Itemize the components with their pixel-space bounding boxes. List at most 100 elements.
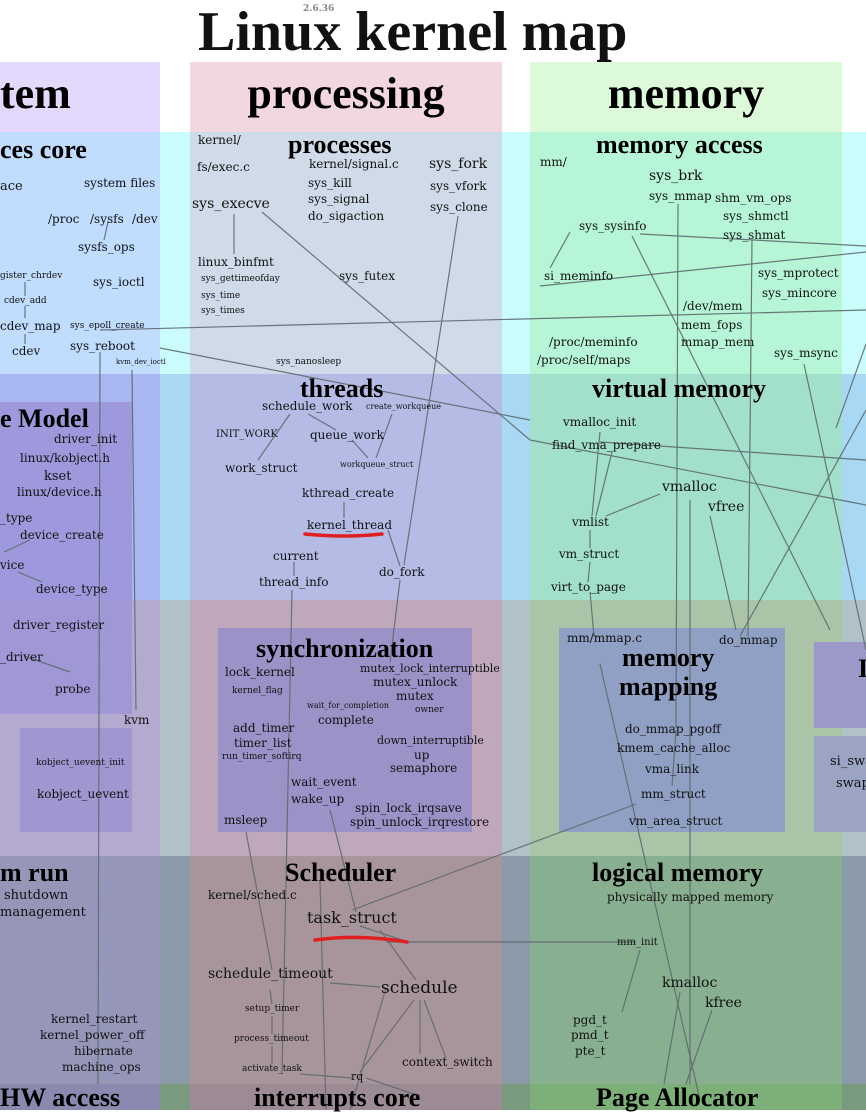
node-sys-fork: sys_fork	[429, 156, 488, 172]
node-sys-shmctl: sys_shmctl	[723, 209, 789, 223]
node-msleep: msleep	[224, 813, 268, 827]
edge	[159, 347, 531, 421]
node-probe: probe	[55, 682, 91, 696]
node-pgd-t: pgd_t	[573, 1013, 607, 1027]
node-sys-mprotect: sys_mprotect	[758, 266, 839, 280]
node-do-fork: do_fork	[379, 565, 425, 579]
section-system-run: m run	[0, 858, 69, 887]
section-memory-access: memory access	[596, 130, 763, 159]
node-proc: /proc	[48, 212, 80, 226]
node-lock-kernel: lock_kernel	[225, 665, 295, 679]
edge	[595, 451, 613, 517]
node-sys-clone: sys_clone	[430, 200, 488, 214]
node-sys-sysinfo: sys_sysinfo	[579, 219, 647, 233]
edge	[329, 809, 357, 913]
node-do-mmap: do_mmap	[719, 633, 778, 647]
node-wait-for-completion: wait_for_completion	[307, 701, 390, 710]
section-logical-memory: logical memory	[592, 858, 764, 887]
edge	[99, 309, 866, 331]
section-hw-access: HW access	[0, 1083, 121, 1112]
node-proc-meminfo: /proc/meminfo	[549, 335, 638, 349]
node-kernel-signal-c: kernel/signal.c	[309, 157, 399, 171]
version-label: 2.6.36	[303, 4, 335, 14]
node-timer-list: timer_list	[234, 736, 292, 750]
right-box-1	[814, 642, 866, 728]
edge	[319, 879, 327, 1110]
node-wake-up: wake_up	[291, 792, 345, 806]
node-linux-device-h: linux/device.h	[17, 485, 102, 499]
edge	[529, 439, 866, 506]
edge	[685, 1009, 713, 1085]
edge	[97, 351, 101, 1085]
edge	[605, 493, 661, 517]
node-sys-mincore: sys_mincore	[762, 286, 837, 300]
node-sys-futex: sys_futex	[339, 269, 395, 283]
cell-threads	[190, 374, 502, 600]
section-devices-core: ces core	[0, 135, 87, 164]
kobject-uevent-box	[20, 728, 132, 832]
node-shutdown: shutdown	[4, 888, 69, 903]
node-sys-times: sys_times	[201, 306, 245, 316]
red-underline-kernel-thread	[303, 532, 384, 538]
section-processes: processes	[288, 130, 392, 159]
node-sys-mmap: sys_mmap	[649, 189, 712, 203]
node-kobject-uevent: kobject_uevent	[37, 787, 129, 801]
cell-hw-access	[0, 1084, 160, 1110]
edge	[599, 663, 701, 1101]
node-semaphore: semaphore	[390, 761, 458, 775]
node-sys-shmat: sys_shmat	[723, 228, 786, 242]
device-model-box	[0, 402, 132, 714]
edge	[375, 413, 393, 459]
node-complete: complete	[318, 713, 374, 727]
section-right-box-1: I	[858, 654, 866, 683]
edge	[549, 231, 571, 269]
edge	[349, 987, 387, 1110]
node-vm-struct: vm_struct	[559, 547, 620, 561]
node-kvm: kvm	[124, 713, 150, 727]
node-sys-kill: sys_kill	[308, 176, 352, 190]
node-rq: rq	[351, 1070, 364, 1083]
cell-devices-core	[0, 132, 160, 374]
edge	[281, 589, 293, 1075]
node-kfree: kfree	[705, 995, 742, 1011]
column-header-bg-system	[0, 62, 160, 132]
node-add-timer: add_timer	[233, 721, 295, 735]
node-schedule-work: schedule_work	[262, 399, 353, 413]
node-pte-t: pte_t	[575, 1044, 606, 1058]
section-memory-mapping-line1: memory	[622, 643, 715, 672]
node-cdev-add: cdev_add	[4, 296, 47, 306]
edge	[587, 561, 591, 583]
right-box-2-label-a: si_swa	[830, 754, 866, 769]
edge	[3, 539, 31, 553]
node-vma-link: vma_link	[645, 762, 699, 776]
section-synchronization: synchronization	[256, 634, 434, 663]
edge	[387, 529, 401, 567]
right-box-2	[814, 736, 866, 832]
cell-memory-access	[530, 132, 842, 374]
node-kernel-power-off: kernel_power_off	[40, 1028, 145, 1042]
node-mm-dir: mm/	[540, 155, 567, 169]
column-header-bg-memory	[530, 62, 842, 132]
edge	[351, 439, 369, 459]
node-workqueue-struct: workqueue_struct	[340, 460, 414, 469]
node-task-struct: task_struct	[307, 908, 397, 927]
node-sys-brk: sys_brk	[649, 168, 703, 184]
edge	[23, 655, 71, 673]
section-page-allocator: Page Allocator	[596, 1083, 759, 1112]
node-process-timeout: process_timeout	[234, 1034, 309, 1044]
node-mutex: mutex	[396, 689, 434, 703]
node-wait-event: wait_event	[291, 775, 357, 789]
edge	[257, 413, 291, 461]
node-sysfs-ops: sysfs_ops	[78, 240, 135, 254]
node-vice: vice	[0, 558, 25, 572]
page-title: Linux kernel map	[198, 1, 628, 63]
node-cdev: cdev	[12, 344, 41, 358]
edge	[803, 363, 866, 651]
node-mm-init: mm_init	[617, 937, 658, 948]
node-kthread-create: kthread_create	[302, 486, 395, 500]
node-vm-area-struct: vm_area_struct	[629, 814, 723, 828]
node-activate-task: activate_task	[242, 1064, 302, 1074]
edge	[539, 251, 866, 287]
node-kernel-sched-c: kernel/sched.c	[208, 888, 297, 902]
edge	[359, 999, 415, 1073]
